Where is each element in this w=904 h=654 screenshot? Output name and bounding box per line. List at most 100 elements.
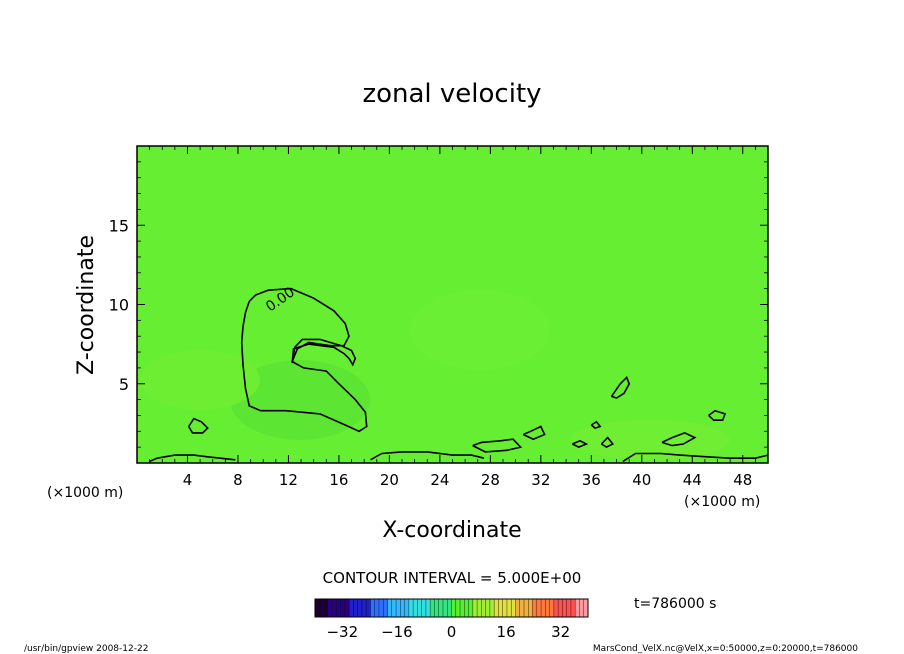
colorbar-tick-label: 32	[551, 623, 570, 641]
colorbar-cell	[545, 599, 550, 617]
y-tick-label: 10	[109, 296, 129, 315]
colorbar-cell	[340, 599, 346, 617]
colorbar-cell	[455, 599, 461, 617]
colorbar-cell	[332, 599, 337, 617]
colorbar-frame	[314, 598, 589, 618]
colorbar-cell	[451, 599, 457, 617]
contour-line-7	[661, 432, 697, 447]
colorbar-cell	[408, 599, 414, 617]
y-axis-label: Z-coordinate	[74, 235, 99, 375]
colorbar-cell	[425, 599, 431, 617]
x-tick-label: 20	[380, 471, 399, 489]
x-tick-label: 24	[430, 471, 449, 489]
colorbar-cell	[558, 599, 563, 617]
x-axis-label: X-coordinate	[382, 518, 521, 543]
x-tick-label: 44	[683, 471, 702, 489]
colorbar-cell	[442, 599, 448, 617]
colorbar-cell	[357, 599, 363, 617]
x-tick-label: 48	[733, 471, 752, 489]
colorbar-cell	[575, 599, 580, 617]
colorbar-cell	[383, 599, 388, 617]
colorbar-cell	[349, 599, 354, 617]
colorbar-cell	[566, 599, 572, 617]
colorbar-cell	[485, 599, 491, 617]
colorbar-cell	[481, 599, 486, 617]
contour-lines	[149, 287, 769, 463]
contour-line-8	[572, 439, 589, 448]
x-axis-unit-left: (×1000 m)	[47, 485, 123, 501]
colorbar-cell	[579, 599, 585, 617]
colorbar-cell	[413, 599, 418, 617]
colorbar-cell	[532, 599, 538, 617]
colorbar-cell	[336, 599, 341, 617]
colorbar-cell	[498, 599, 503, 617]
colorbar-cell	[502, 599, 508, 617]
y-axis-ticks: 5 10 15	[109, 161, 768, 448]
colorbar-cell	[536, 599, 542, 617]
chart-title: zonal velocity	[362, 79, 541, 109]
colorbar-tick-label: 0	[447, 623, 457, 641]
colorbar-cell	[553, 599, 559, 617]
colorbar-cell	[361, 599, 367, 617]
colorbar-cell	[344, 599, 350, 617]
y-tick-label: 5	[119, 375, 129, 394]
colorbar-cell	[506, 599, 512, 617]
contour-line-4	[708, 409, 727, 421]
colorbar-cell	[464, 599, 469, 617]
colorbar: −32 −16 0 16 32	[314, 598, 589, 641]
contour-line-1	[291, 338, 357, 367]
colorbar-cell	[434, 599, 440, 617]
contour-line-11	[149, 454, 236, 463]
colorbar-cell	[421, 599, 427, 617]
colorbar-cell	[391, 599, 397, 617]
colorbar-cell	[583, 599, 589, 617]
colorbar-cell	[515, 599, 521, 617]
y-tick-label: 15	[109, 216, 129, 235]
contour-interval: CONTOUR INTERVAL = 5.000E+00	[323, 569, 582, 587]
colorbar-cell	[353, 599, 358, 617]
colorbar-cell	[524, 599, 529, 617]
colorbar-cell	[519, 599, 525, 617]
colorbar-cell	[562, 599, 567, 617]
colorbar-cell	[460, 599, 465, 617]
colorbar-cell	[438, 599, 444, 617]
footer-left: /usr/bin/gpview 2008-12-22	[24, 644, 148, 654]
colorbar-cell	[327, 599, 333, 617]
colorbar-tick-label: −32	[326, 623, 358, 641]
x-tick-label: 4	[183, 471, 193, 489]
colorbar-cell	[511, 599, 516, 617]
colorbar-cell	[400, 599, 405, 617]
x-axis-unit-right: (×1000 m)	[684, 494, 760, 510]
colorbar-ticks: −32 −16 0 16 32	[326, 623, 570, 641]
contour-line-6	[522, 425, 546, 441]
footer-right: MarsCond_VelX.nc@VelX,x=0:50000,z=0:2000…	[593, 644, 858, 654]
colorbar-cell	[404, 599, 410, 617]
colorbar-cell	[494, 599, 499, 617]
colorbar-cell	[472, 599, 478, 617]
x-tick-label: 28	[481, 471, 500, 489]
colorbar-cell	[378, 599, 384, 617]
colorbar-cell	[366, 599, 371, 617]
contour-line-3	[610, 375, 631, 399]
colorbar-cell	[323, 599, 329, 617]
x-tick-label: 36	[582, 471, 601, 489]
time-label: t=786000 s	[634, 596, 716, 612]
x-tick-label: 40	[632, 471, 651, 489]
colorbar-cell	[319, 599, 324, 617]
x-tick-label: 16	[329, 471, 348, 489]
x-tick-label: 8	[233, 471, 243, 489]
colorbar-cell	[370, 599, 376, 617]
contour-line-5	[472, 438, 523, 453]
colorbar-cell	[570, 599, 576, 617]
x-axis-ticks: 4 8 12 16 20 24 28 32 36 40 44 48	[149, 146, 756, 489]
colorbar-tick-label: −16	[381, 623, 413, 641]
contour-line-9	[600, 436, 615, 449]
colorbar-cell	[477, 599, 482, 617]
colorbar-cell	[396, 599, 401, 617]
colorbar-cell	[387, 599, 393, 617]
contour-line-0	[240, 287, 368, 433]
x-tick-label: 32	[531, 471, 550, 489]
contour-line-10	[590, 420, 602, 429]
